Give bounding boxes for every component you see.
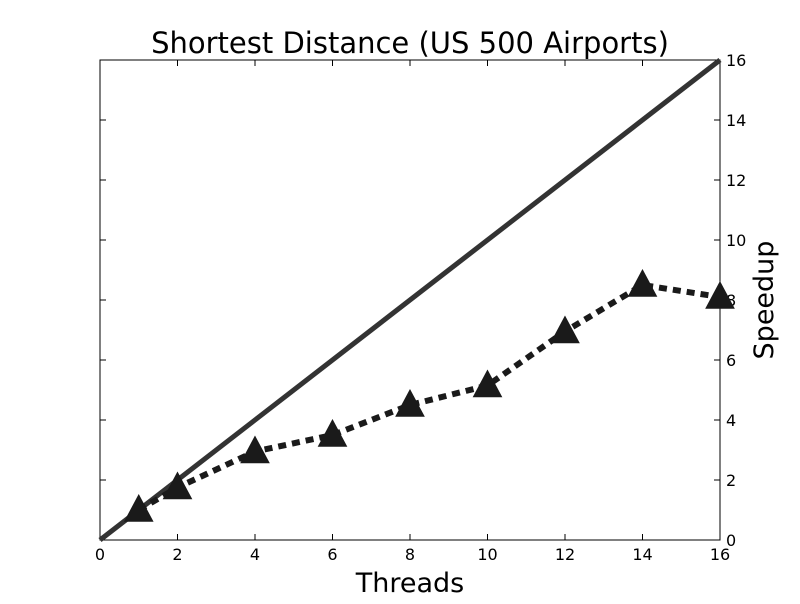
data-point-triangle xyxy=(705,280,735,309)
y-tick-label: 6 xyxy=(726,351,736,370)
chart-title: Shortest Distance (US 500 Airports) xyxy=(151,26,669,60)
y-tick-label: 0 xyxy=(726,531,736,550)
x-tick-label: 8 xyxy=(405,545,415,564)
data-point-triangle xyxy=(395,388,425,417)
x-axis-ticks: 0 2 4 6 8 10 12 14 16 xyxy=(95,60,730,564)
y-tick-label: 10 xyxy=(726,231,746,250)
series-layer xyxy=(98,58,735,542)
y-tick-label: 8 xyxy=(726,291,736,310)
data-point-triangle xyxy=(162,471,193,500)
y-tick-label: 16 xyxy=(726,51,746,70)
series-line-measured xyxy=(137,281,721,513)
x-tick-label: 6 xyxy=(327,545,337,564)
data-point-triangle xyxy=(240,435,270,464)
data-point-triangle xyxy=(550,315,580,344)
x-tick-label: 2 xyxy=(172,545,182,564)
x-tick-label: 4 xyxy=(250,545,260,564)
x-tick-label: 10 xyxy=(477,545,497,564)
y-tick-label: 12 xyxy=(726,171,746,190)
x-axis-label: Threads xyxy=(355,568,464,599)
y-tick-label: 4 xyxy=(726,411,736,430)
x-tick-label: 14 xyxy=(632,545,652,564)
x-tick-label: 16 xyxy=(710,545,730,564)
x-tick-label: 0 xyxy=(95,545,105,564)
y-axis-ticks: 0 2 4 6 8 10 12 14 16 xyxy=(100,51,746,550)
y-axis-label: Speedup xyxy=(749,241,780,360)
data-point-triangle xyxy=(627,268,658,297)
y-tick-label: 2 xyxy=(726,471,736,490)
data-point-triangle xyxy=(123,493,154,522)
y-tick-label: 14 xyxy=(726,111,746,130)
data-point-triangle xyxy=(317,418,348,447)
data-point-triangle xyxy=(472,369,503,398)
series-line-ideal xyxy=(98,58,722,542)
x-tick-label: 12 xyxy=(555,545,575,564)
